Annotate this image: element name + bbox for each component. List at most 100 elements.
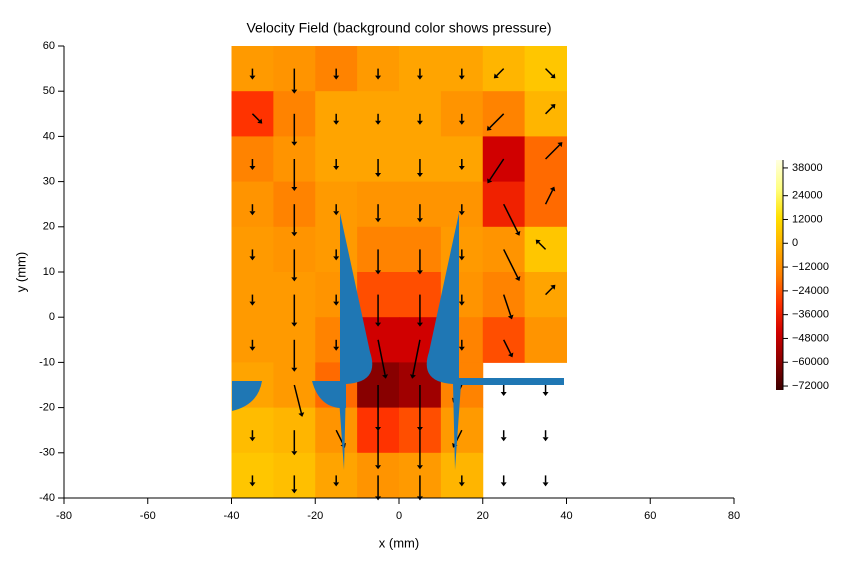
arrow xyxy=(500,430,507,442)
y-tick-label: 10 xyxy=(43,266,55,278)
arrow xyxy=(545,103,556,115)
blade xyxy=(459,378,564,385)
pressure-map xyxy=(231,46,567,499)
arrow xyxy=(458,113,465,125)
arrow xyxy=(333,204,340,216)
arrow xyxy=(291,475,298,494)
arrow xyxy=(416,159,423,177)
arrow xyxy=(333,68,340,80)
blade xyxy=(426,213,461,470)
x-tick-label: 0 xyxy=(396,510,402,522)
y-tick-label: 50 xyxy=(43,85,55,97)
arrow xyxy=(544,186,556,205)
colorbar-tick-label: 0 xyxy=(792,237,798,249)
colorbar-tick-label: −48000 xyxy=(792,332,829,344)
arrow xyxy=(416,113,423,125)
colorbar-tick-label: 24000 xyxy=(792,190,823,202)
arrow xyxy=(542,475,549,487)
colorbar-tick-label: −12000 xyxy=(792,261,829,273)
blade xyxy=(232,381,262,411)
pressure-cell xyxy=(524,317,567,363)
arrow xyxy=(458,204,465,216)
axes: -80 -60 -40 -20 0 20 40 60 80 -40 -30 -20 -10 0 10 20 30… xyxy=(39,40,740,522)
arrow xyxy=(503,339,514,358)
arrow xyxy=(458,475,465,487)
x-tick-label: -80 xyxy=(56,510,72,522)
y-tick-label: 40 xyxy=(43,130,55,142)
colorbar-tick-label: 12000 xyxy=(792,213,823,225)
arrow xyxy=(416,385,423,431)
arrow xyxy=(291,159,298,191)
arrow xyxy=(333,294,340,306)
obstacles xyxy=(232,213,564,470)
arrow xyxy=(486,113,505,131)
arrow xyxy=(375,68,382,80)
arrow xyxy=(416,430,423,470)
arrow xyxy=(291,294,298,327)
pressure-cell xyxy=(524,181,567,228)
arrow xyxy=(291,339,298,372)
arrow xyxy=(500,385,507,396)
pressure-cell xyxy=(524,226,567,273)
colorbar-tick-label: −72000 xyxy=(792,380,829,392)
arrow xyxy=(249,294,256,306)
arrow xyxy=(493,68,505,79)
arrow xyxy=(377,339,389,379)
arrow xyxy=(542,430,549,442)
y-tick-label: 60 xyxy=(43,40,55,52)
y-axis-label: y (mm) xyxy=(13,252,28,292)
y-tick-label: 20 xyxy=(43,221,55,233)
arrow xyxy=(535,239,547,250)
arrow xyxy=(416,249,423,275)
x-tick-label: -60 xyxy=(140,510,156,522)
x-tick-label: 80 xyxy=(728,510,740,522)
arrow xyxy=(333,113,340,125)
colorbar-tick-label: −60000 xyxy=(792,356,829,368)
colorbar-tick-label: 38000 xyxy=(792,162,823,174)
y-tick-label: -20 xyxy=(39,402,55,414)
arrow xyxy=(416,204,423,223)
chart-title: Velocity Field (background color shows p… xyxy=(246,20,551,36)
x-tick-label: 20 xyxy=(477,510,489,522)
y-tick-label: -40 xyxy=(39,492,55,504)
arrow xyxy=(545,142,563,160)
colorbar-tick-label: −36000 xyxy=(792,309,829,321)
vector-field xyxy=(249,68,563,501)
y-tick-label: -30 xyxy=(39,447,55,459)
colorbar xyxy=(776,160,783,390)
blade xyxy=(312,381,346,409)
x-axis-label: x (mm) xyxy=(379,535,419,550)
arrow xyxy=(458,159,465,170)
x-tick-label: -20 xyxy=(307,510,323,522)
arrow xyxy=(416,68,423,80)
x-tick-label: 40 xyxy=(560,510,572,522)
arrow xyxy=(333,475,340,487)
arrow xyxy=(249,430,256,442)
arrow xyxy=(291,204,298,237)
y-tick-label: 0 xyxy=(49,311,55,323)
arrow xyxy=(545,284,556,296)
blade xyxy=(338,213,373,470)
arrow xyxy=(249,68,256,80)
arrow xyxy=(409,339,421,379)
arrow xyxy=(249,159,256,170)
arrow xyxy=(458,249,465,261)
arrow xyxy=(542,385,549,396)
arrow xyxy=(333,249,340,261)
arrow xyxy=(249,249,256,261)
arrow xyxy=(249,475,256,487)
x-tick-label: 60 xyxy=(644,510,656,522)
arrow xyxy=(375,159,382,177)
arrow xyxy=(458,339,465,351)
arrow xyxy=(291,68,298,94)
arrow xyxy=(375,204,382,223)
arrow xyxy=(375,249,382,275)
y-tick-label: -10 xyxy=(39,356,55,368)
arrow xyxy=(291,430,298,456)
arrow xyxy=(545,68,556,79)
arrow xyxy=(293,384,305,417)
arrow xyxy=(458,68,465,80)
arrow xyxy=(375,294,382,327)
arrow xyxy=(291,113,298,146)
